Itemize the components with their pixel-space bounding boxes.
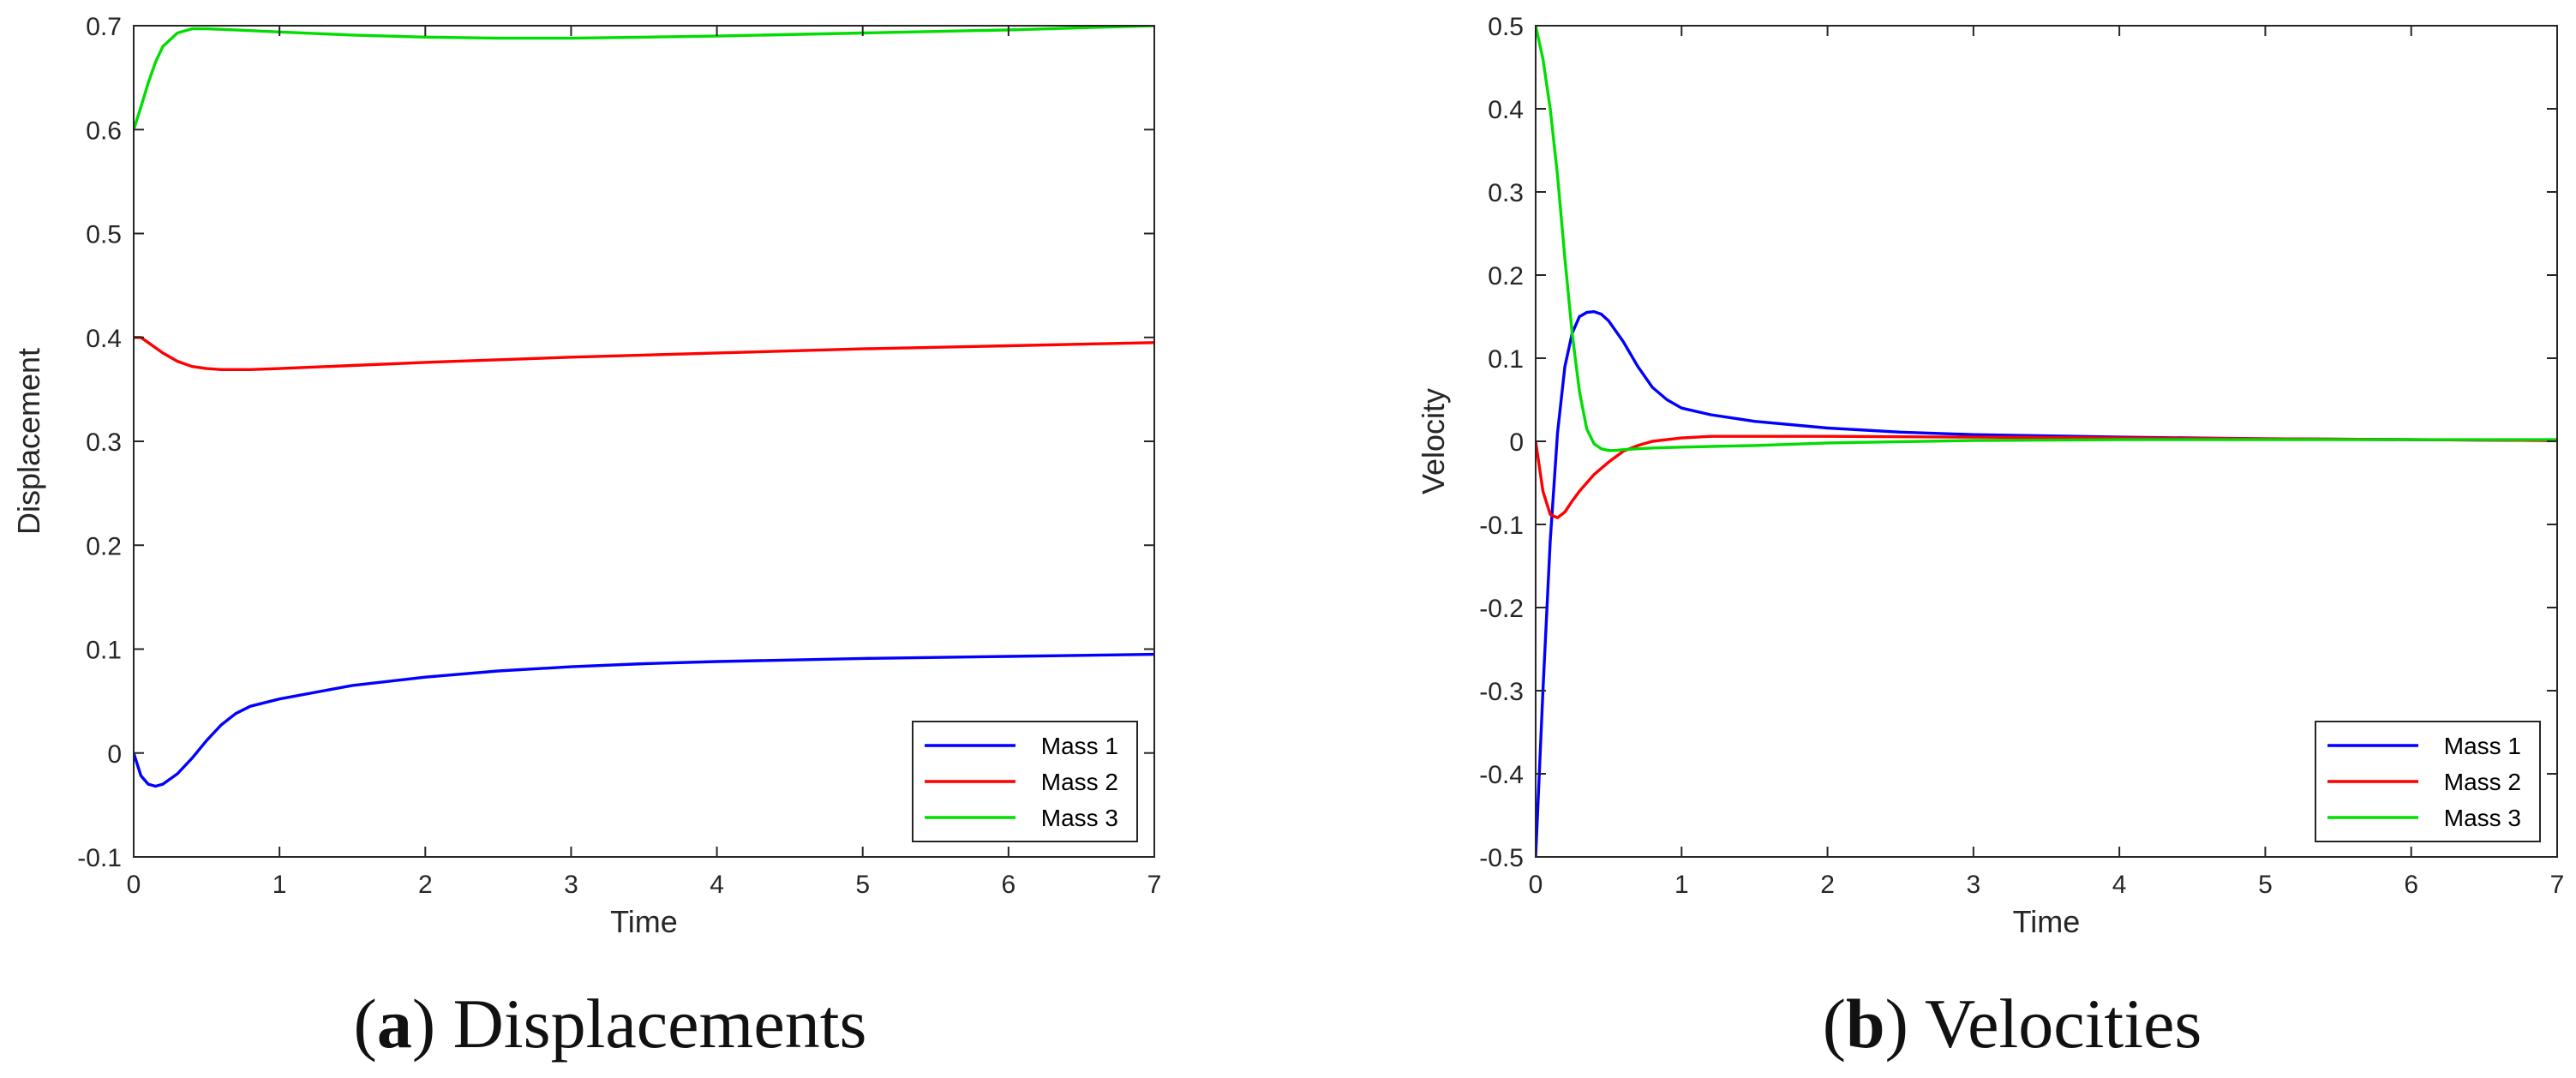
y-tick-label: 0.2 (1488, 262, 1524, 290)
y-tick-label: 0 (107, 740, 122, 769)
y-tick-label: -0.1 (77, 844, 122, 872)
caption-close-paren: ) (1885, 985, 1925, 1063)
caption-open-paren: ( (1823, 985, 1846, 1063)
x-axis-label: Time (2013, 904, 2081, 939)
y-tick-label: 0.4 (86, 325, 122, 353)
caption-close-paren: ) (412, 985, 453, 1063)
y-tick-label: 0.3 (86, 428, 122, 457)
caption-text: Displacements (453, 985, 867, 1063)
legend-label: Mass 2 (2444, 769, 2521, 795)
y-tick-label: -0.2 (1479, 595, 1524, 623)
y-tick-label: -0.3 (1479, 678, 1524, 706)
chart-displacements: 0 1 2 3 4 5 6 7-0.100.10.20.30.40.50.60.7TimeDi… (11, 13, 1161, 1063)
legend-label: Mass 3 (1041, 805, 1118, 831)
legend-label: Mass 3 (2444, 805, 2521, 831)
legend-label: Mass 1 (2444, 733, 2521, 759)
x-tick-label: 4 (2112, 871, 2127, 899)
caption: (a) Displacements (354, 985, 867, 1063)
x-tick-label: 7 (1147, 871, 1162, 899)
legend: Mass 1 Mass 2 Mass 3 (912, 721, 1138, 842)
y-tick-label: -0.4 (1479, 761, 1524, 789)
series-line-mass-1 (1536, 310, 2557, 857)
y-tick-label: 0.5 (86, 221, 122, 249)
x-tick-label: 0 (127, 871, 141, 899)
y-tick-label: 0.6 (86, 117, 122, 145)
y-tick-label: 0.5 (1488, 13, 1524, 41)
y-tick-label: -0.5 (1479, 844, 1524, 872)
series-line-mass-2 (1536, 434, 2557, 519)
y-tick-label: 0.4 (1488, 96, 1524, 124)
y-tick-label: 0 (1509, 428, 1524, 457)
y-tick-label: 0.2 (86, 532, 122, 560)
legend-label: Mass 2 (1041, 769, 1118, 795)
x-tick-label: 2 (1820, 871, 1835, 899)
y-tick-label: 0.1 (86, 637, 122, 665)
x-axis-label: Time (610, 904, 678, 939)
x-tick-label: 1 (1674, 871, 1689, 899)
x-tick-label: 6 (1002, 871, 1016, 899)
caption-open-paren: ( (354, 985, 377, 1063)
y-axis-label: Velocity (1416, 388, 1451, 494)
x-tick-label: 6 (2404, 871, 2418, 899)
x-tick-label: 0 (1529, 871, 1543, 899)
y-tick-label: 0.7 (86, 13, 122, 41)
plot-area (134, 26, 1154, 857)
caption: (b) Velocities (1823, 985, 2202, 1063)
series-line-mass-3 (1536, 26, 2557, 452)
x-tick-label: 1 (273, 871, 287, 899)
y-axis-label: Displacement (11, 348, 46, 535)
chart-velocities: 0 1 2 3 4 5 6 7 -0.5 -0.4 -0.3 -0.2 -0.1 0 0.1 0.2 0.3 0.… (1416, 13, 2564, 1063)
series-line-mass-1 (134, 652, 1154, 788)
y-tick-label: -0.1 (1479, 512, 1524, 540)
series-line-mass-2 (134, 336, 1154, 371)
x-tick-label: 2 (418, 871, 433, 899)
y-tick-label: 0.1 (1488, 345, 1524, 374)
caption-letter: b (1846, 985, 1885, 1063)
x-tick-label: 5 (2258, 871, 2273, 899)
caption-text: Velocities (1925, 985, 2202, 1063)
x-tick-label: 5 (855, 871, 870, 899)
y-tick-label: 0.3 (1488, 179, 1524, 207)
x-tick-label: 3 (1967, 871, 1981, 899)
x-tick-label: 3 (564, 871, 578, 899)
legend-label: Mass 1 (1041, 733, 1118, 759)
caption-letter: a (377, 985, 412, 1063)
legend: Mass 1 Mass 2 Mass 3 (2315, 721, 2541, 842)
x-tick-label: 7 (2550, 871, 2565, 899)
series-line-mass-3 (134, 26, 1154, 130)
x-tick-label: 4 (710, 871, 724, 899)
